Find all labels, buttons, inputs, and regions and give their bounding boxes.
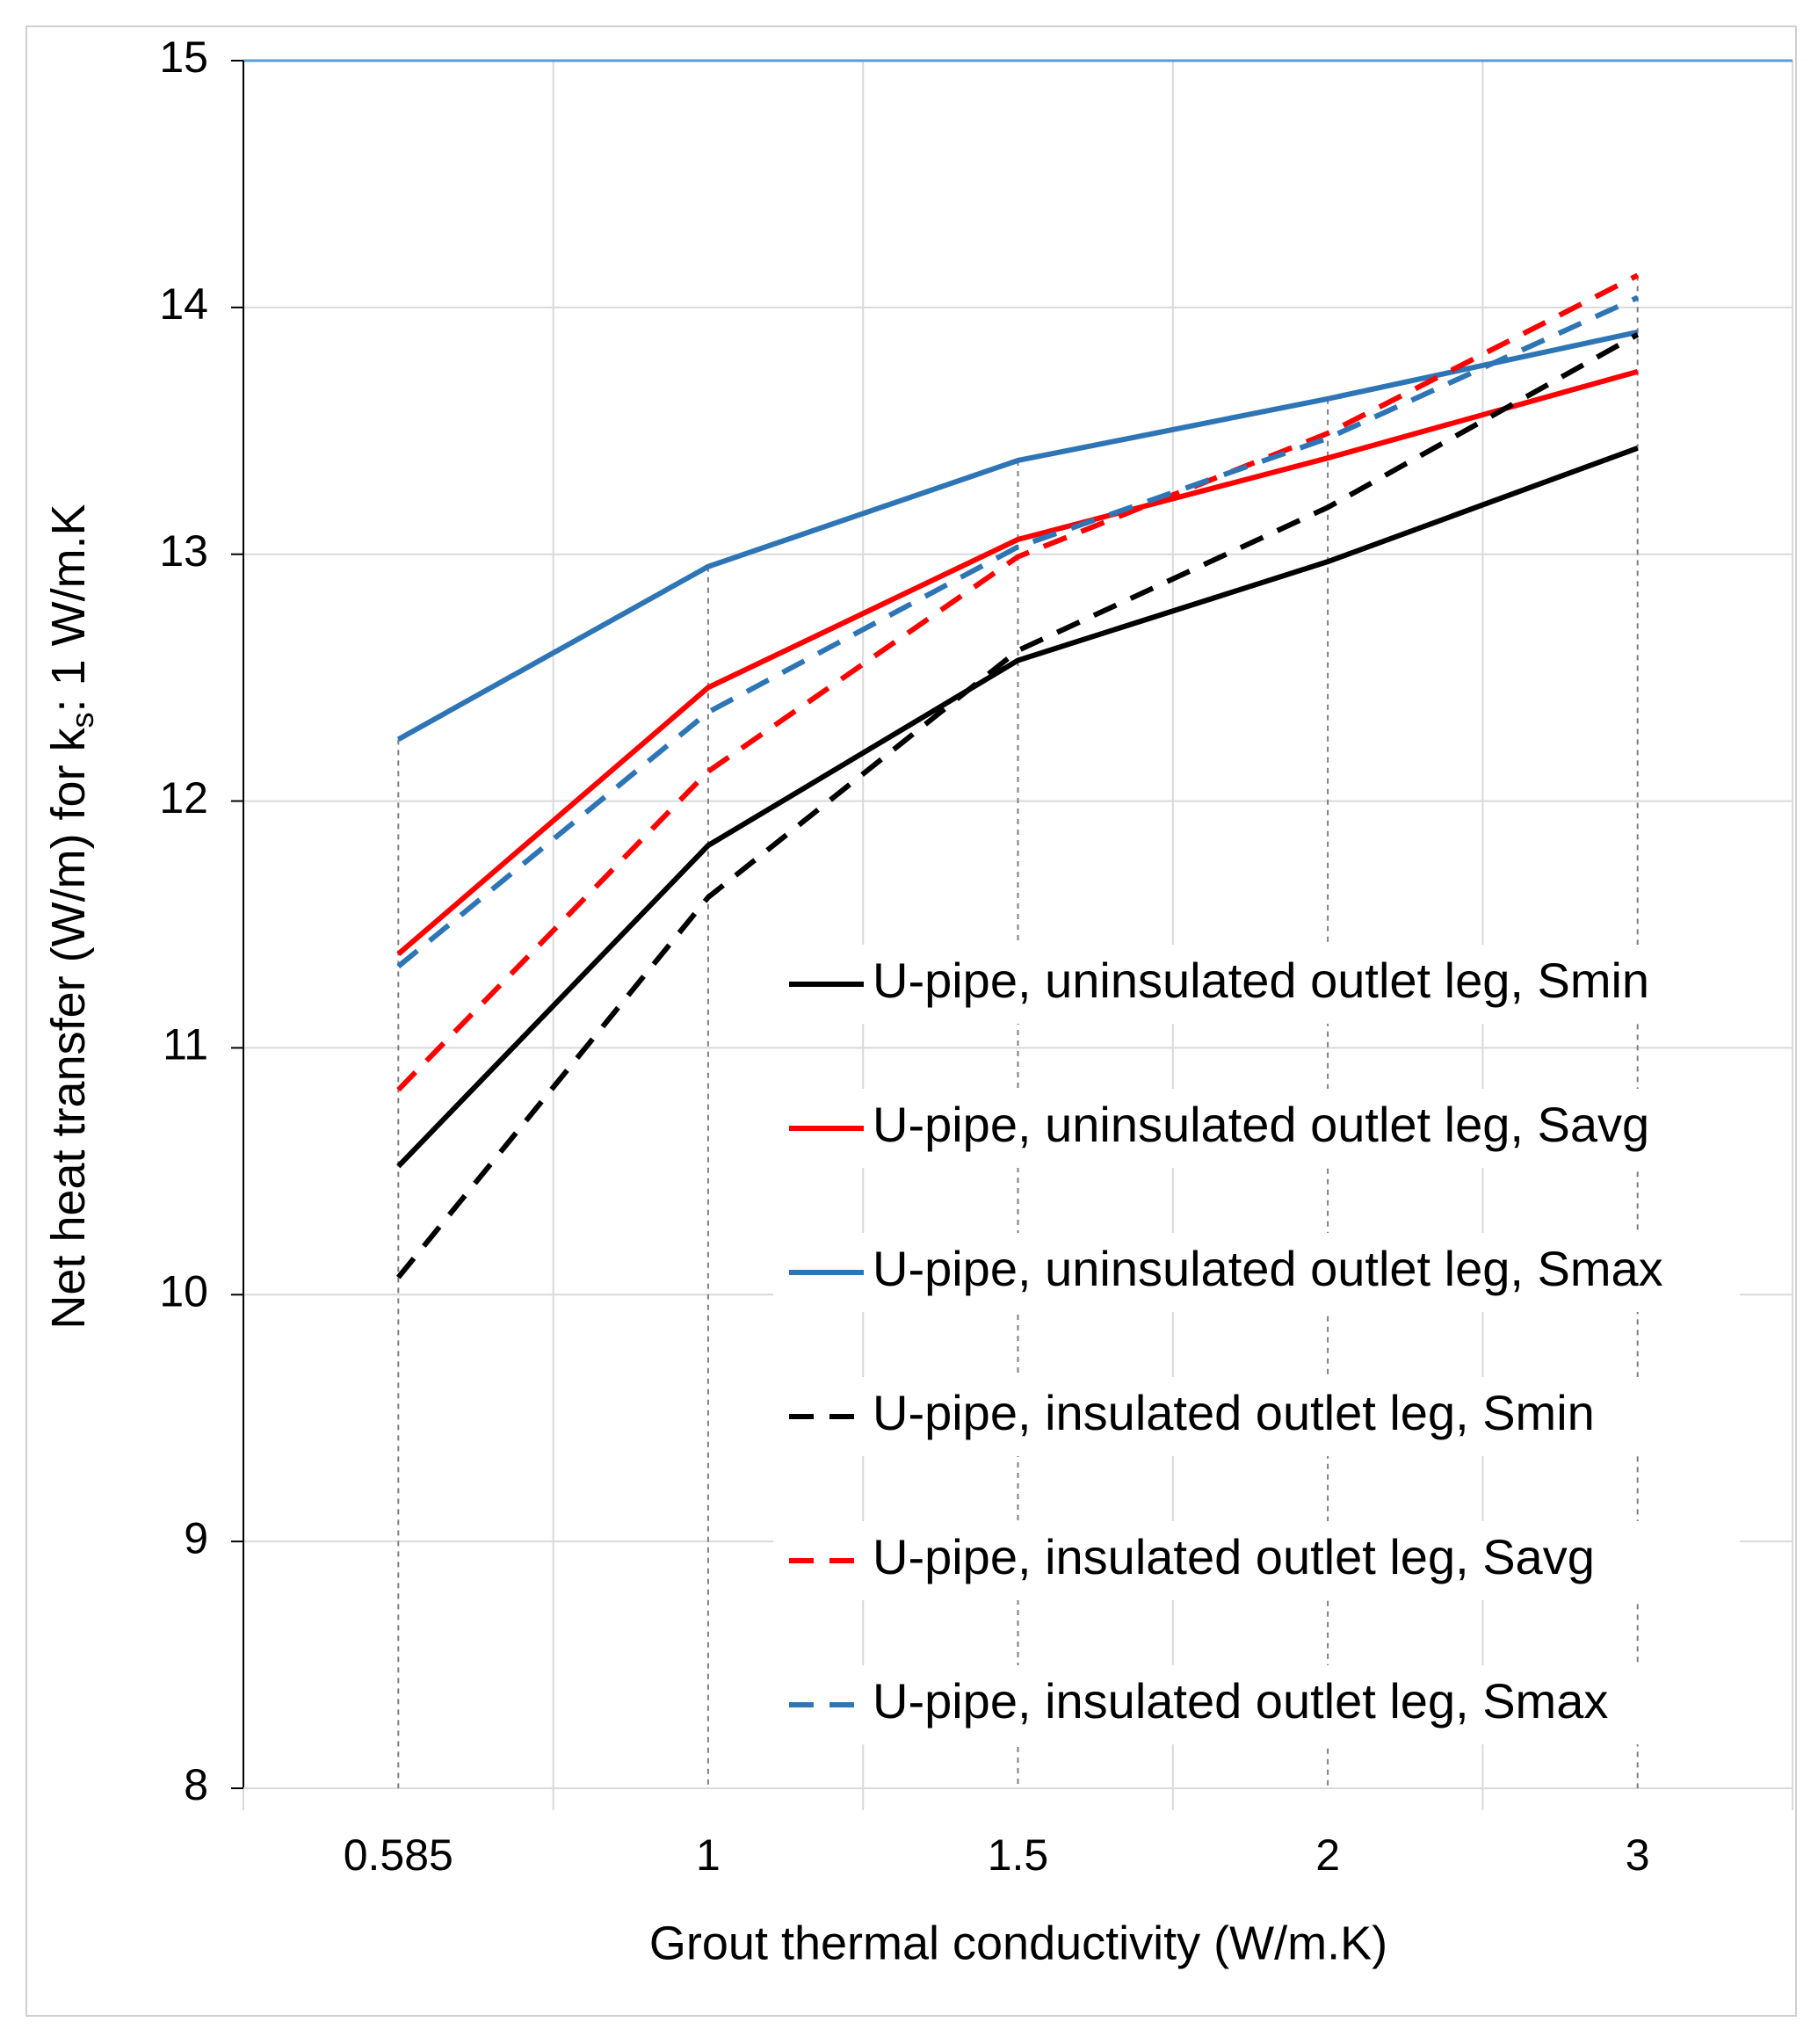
y-tick-label: 9	[184, 1513, 208, 1562]
legend-label: U-pipe, uninsulated outlet leg, Smax	[873, 1241, 1663, 1296]
series-line	[396, 368, 1639, 956]
x-axis-title: Grout thermal conductivity (W/m.K)	[649, 1917, 1387, 1969]
legend-bg	[773, 1665, 1740, 1744]
y-axis-title: Net heat transfer (W/m) for ks: 1 W/m.K	[42, 504, 99, 1329]
y-tick-label: 14	[159, 279, 208, 329]
series-line	[396, 294, 1639, 969]
x-tick-label: 0.585	[344, 1830, 453, 1880]
x-tick-label: 1.5	[988, 1830, 1049, 1880]
series-line	[396, 272, 1640, 1092]
y-tick-label: 10	[159, 1266, 208, 1316]
y-tick-label: 12	[159, 773, 208, 823]
legend-label: U-pipe, insulated outlet leg, Savg	[873, 1529, 1595, 1584]
legend-label: U-pipe, insulated outlet leg, Smax	[873, 1673, 1608, 1729]
x-tick-label: 3	[1626, 1830, 1650, 1880]
x-tick-label: 2	[1315, 1830, 1340, 1880]
series-line	[395, 332, 1640, 1279]
legend-bg	[773, 1377, 1740, 1456]
series-line	[396, 330, 1639, 742]
legend-label: U-pipe, uninsulated outlet leg, Smin	[873, 953, 1649, 1008]
y-tick-label: 11	[163, 1020, 208, 1069]
y-axis-title-subscript: s	[64, 712, 100, 728]
legend-label: U-pipe, uninsulated outlet leg, Savg	[873, 1097, 1649, 1152]
legend-bg	[773, 945, 1740, 1024]
y-axis-title-text: Net heat transfer (W/m) for k	[42, 727, 95, 1329]
legend-bg	[773, 1233, 1740, 1312]
y-tick-label: 13	[159, 526, 208, 576]
series-line	[396, 446, 1639, 1169]
legend-label: U-pipe, insulated outlet leg, Smin	[873, 1385, 1595, 1440]
legend-bg	[773, 1521, 1740, 1600]
x-tick-label: 1	[696, 1830, 721, 1880]
y-tick-label: 15	[159, 33, 208, 82]
y-axis-title-suffix: : 1 W/m.K	[42, 504, 95, 712]
legend-bg	[773, 1089, 1740, 1168]
y-tick-label: 8	[184, 1760, 208, 1809]
